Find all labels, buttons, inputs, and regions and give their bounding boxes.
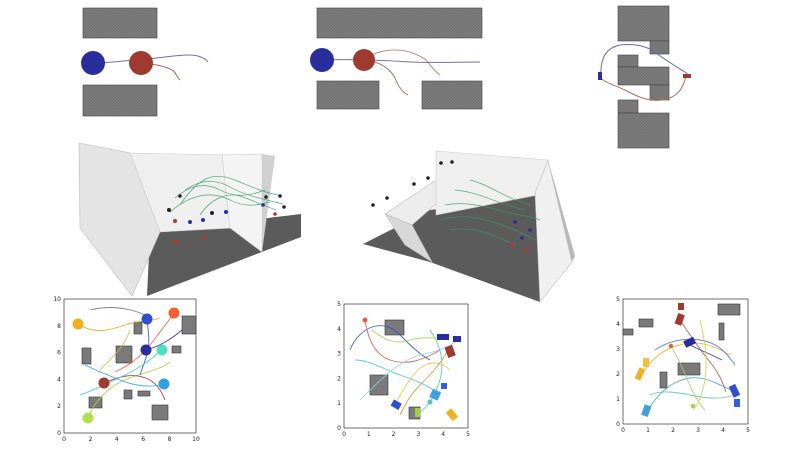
x-tick-label: 0 bbox=[342, 431, 346, 438]
y-tick-label: 8 bbox=[57, 323, 61, 330]
agents bbox=[634, 303, 741, 418]
y-tick-label: 0 bbox=[57, 430, 61, 437]
agents-markers bbox=[167, 194, 286, 244]
x-tick-label: 10 bbox=[192, 436, 200, 443]
agent-blue bbox=[598, 72, 602, 80]
path-blue bbox=[321, 59, 481, 63]
x-tick-label: 3 bbox=[416, 431, 420, 438]
wall-edge bbox=[548, 160, 575, 262]
obstacle-block bbox=[82, 7, 158, 39]
agent-red bbox=[353, 49, 375, 71]
y-tick-label: 6 bbox=[57, 350, 61, 357]
x-tick-label: 2 bbox=[671, 427, 675, 434]
scene-3d-1 bbox=[78, 142, 301, 297]
x-tick-label: 2 bbox=[88, 436, 92, 443]
y-tick-label: 4 bbox=[337, 326, 341, 333]
y-ticks: 0 2 4 6 8 10 bbox=[53, 296, 61, 437]
y-tick-label: 1 bbox=[616, 396, 620, 403]
scene-corridor-1 bbox=[81, 7, 209, 117]
obstacle-block bbox=[649, 84, 670, 101]
obstacle-block bbox=[316, 7, 483, 39]
path-red bbox=[600, 75, 687, 101]
agent-blue bbox=[310, 48, 334, 72]
x-tick-label: 1 bbox=[367, 431, 371, 438]
wall-edge bbox=[262, 154, 275, 252]
obstacle-block bbox=[617, 66, 670, 86]
obstacle-block bbox=[316, 80, 380, 110]
y-ticks: 0 1 2 3 4 5 bbox=[616, 296, 620, 428]
agent-blue bbox=[81, 51, 105, 75]
agents bbox=[72, 307, 180, 424]
y-tick-label: 0 bbox=[337, 425, 341, 432]
y-tick-label: 1 bbox=[337, 400, 341, 407]
scene-corridor-2 bbox=[310, 7, 483, 110]
agents bbox=[362, 317, 461, 422]
y-tick-label: 4 bbox=[616, 321, 620, 328]
floor bbox=[363, 193, 545, 302]
scene-3d-2 bbox=[363, 150, 575, 303]
y-ticks: 0 1 2 3 4 5 bbox=[337, 301, 341, 432]
obstacle-block bbox=[617, 5, 670, 42]
plot-1: 0 2 4 6 8 10 0 2 4 6 8 10 bbox=[53, 296, 200, 443]
y-tick-label: 5 bbox=[337, 301, 341, 308]
x-tick-label: 5 bbox=[746, 427, 750, 434]
plot-frame bbox=[63, 298, 197, 434]
obstacle-block bbox=[617, 112, 670, 149]
obstacle-block bbox=[617, 99, 639, 114]
obstacles bbox=[81, 315, 197, 421]
x-tick-label: 0 bbox=[62, 436, 66, 443]
y-tick-label: 2 bbox=[337, 375, 341, 382]
x-tick-label: 8 bbox=[168, 436, 172, 443]
x-tick-label: 4 bbox=[441, 431, 445, 438]
obstacle-block bbox=[421, 80, 483, 110]
y-tick-label: 3 bbox=[337, 351, 341, 358]
agent-red bbox=[129, 51, 153, 75]
agents-markers bbox=[371, 160, 532, 252]
y-tick-label: 0 bbox=[616, 421, 620, 428]
y-tick-label: 2 bbox=[57, 403, 61, 410]
wall-left-side bbox=[384, 213, 433, 263]
x-tick-label: 3 bbox=[696, 427, 700, 434]
plot-frame bbox=[343, 303, 469, 429]
path-blue bbox=[600, 44, 689, 77]
x-ticks: 0 1 2 3 4 5 bbox=[621, 427, 750, 434]
obstacle-block bbox=[82, 84, 158, 117]
y-tick-label: 10 bbox=[53, 296, 61, 303]
obstacle-block bbox=[617, 54, 639, 68]
scene-maze-3 bbox=[598, 5, 691, 149]
x-tick-label: 6 bbox=[141, 436, 145, 443]
y-tick-label: 4 bbox=[57, 376, 61, 383]
x-ticks: 0 1 2 3 4 5 bbox=[342, 431, 470, 438]
x-tick-label: 2 bbox=[392, 431, 396, 438]
x-tick-label: 1 bbox=[646, 427, 650, 434]
wall-left bbox=[78, 142, 161, 297]
x-tick-label: 5 bbox=[466, 431, 470, 438]
plot-3: 0 1 2 3 4 5 0 1 2 3 4 5 bbox=[616, 296, 750, 434]
path-red-alt bbox=[364, 49, 441, 76]
trajectories bbox=[349, 319, 459, 416]
y-tick-label: 5 bbox=[616, 296, 620, 303]
y-tick-label: 2 bbox=[616, 371, 620, 378]
path-red bbox=[364, 59, 409, 96]
obstacles bbox=[622, 303, 741, 389]
obstacles bbox=[369, 319, 421, 420]
plot-frame bbox=[622, 298, 749, 425]
agent-red bbox=[683, 74, 691, 78]
x-ticks: 0 2 4 6 8 10 bbox=[62, 436, 200, 443]
x-tick-label: 0 bbox=[621, 427, 625, 434]
x-tick-label: 4 bbox=[115, 436, 119, 443]
x-tick-label: 4 bbox=[721, 427, 725, 434]
y-tick-label: 3 bbox=[616, 346, 620, 353]
plot-2: 0 1 2 3 4 5 0 1 2 3 4 5 bbox=[337, 301, 470, 438]
paths-green bbox=[439, 179, 541, 246]
obstacle-block bbox=[649, 40, 670, 55]
path-blue bbox=[91, 54, 209, 64]
